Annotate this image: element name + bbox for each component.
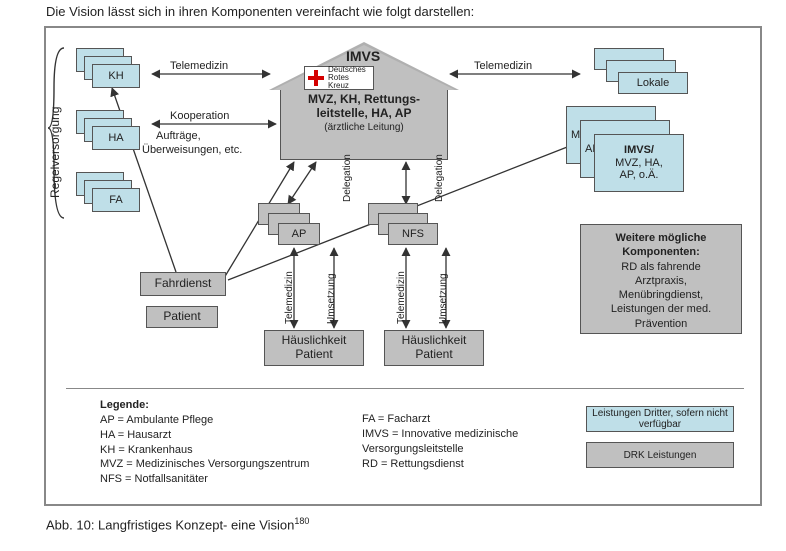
legend-c2-0: FA = Facharzt	[362, 413, 430, 425]
sidebox-l1: Arztpraxis,	[587, 274, 735, 288]
label-koop: Kooperation	[170, 110, 229, 122]
label-tm-a: Telemedizin	[284, 271, 295, 324]
sidebox-l0: RD als fahrende	[587, 260, 735, 274]
caption-sup: 180	[294, 516, 309, 526]
house-body: MVZ, KH, Rettungs- leitstelle, HA, AP (ä…	[280, 90, 448, 160]
haus-patient-a: Häuslichkeit Patient	[264, 330, 364, 366]
label-tele-right: Telemedizin	[474, 60, 532, 72]
label-delegation-a: Delegation	[342, 154, 353, 202]
legend-title: Legende:	[100, 399, 149, 411]
left-brace-label: Regelversorgung	[48, 107, 62, 198]
legend-col1: Legende: AP = Ambulante Pflege HA = Haus…	[100, 398, 309, 487]
haus-patient-b: Häuslichkeit Patient	[384, 330, 484, 366]
haus-a-l1: Häuslichkeit	[282, 334, 347, 348]
drk-badge: Deutsches Rotes Kreuz	[304, 66, 374, 90]
label-delegation-b: Delegation	[434, 154, 445, 202]
sidebox-l4: Prävention	[587, 317, 735, 331]
figure-caption: Abb. 10: Langfristiges Konzept- eine Vis…	[46, 516, 309, 532]
fahrdienst-box: Fahrdienst	[140, 272, 226, 296]
legend-c2-1: IMVS = Innovative medizinische	[362, 428, 518, 440]
house-line1: MVZ, KH, Rettungs-	[281, 92, 447, 106]
legend-c1-4: NFS = Notfallsanitäter	[100, 473, 208, 485]
red-cross-icon	[308, 70, 324, 86]
stack-ha-layer: HA	[92, 126, 140, 150]
legend-c1-0: AP = Ambulante Pflege	[100, 414, 213, 426]
legend-c2-2: Versorgungsleitstelle	[362, 443, 464, 455]
intro-text: Die Vision lässt sich in ihren Komponent…	[46, 4, 474, 19]
legend-c1-1: HA = Hausarzt	[100, 429, 171, 441]
right-imvs-front: IMVS/MVZ, HA,AP, o.Ä.	[594, 134, 684, 192]
haus-a-l2: Patient	[282, 348, 347, 362]
legend-col2: FA = Facharzt IMVS = Innovative medizini…	[362, 412, 518, 471]
drk-l3: Kreuz	[328, 82, 366, 90]
legend-c2-3: RD = Rettungsdienst	[362, 458, 464, 470]
label-um-b: Umsetzung	[438, 273, 449, 324]
stack-lokale-layer: Lokale	[618, 72, 688, 94]
label-tele-left: Telemedizin	[170, 60, 228, 72]
house-line2: leitstelle, HA, AP	[281, 106, 447, 120]
label-auftraege2: Überweisungen, etc.	[142, 144, 242, 156]
stack-fa-layer: FA	[92, 188, 140, 212]
legend-swatch-gray: DRK Leistungen	[586, 442, 734, 468]
arrow-house-ap-deleg	[288, 162, 316, 204]
haus-b-l2: Patient	[402, 348, 467, 362]
caption-text: Abb. 10: Langfristiges Konzept- eine Vis…	[46, 517, 294, 532]
sidebox-title: Weitere mögliche Komponenten:	[587, 231, 735, 260]
legend-swatch-blue: Leistungen Dritter, sofern nicht verfügb…	[586, 406, 734, 432]
stack-ap-layer: AP	[278, 223, 320, 245]
house-sub: (ärztliche Leitung)	[281, 122, 447, 133]
label-um-a: Umsetzung	[326, 273, 337, 324]
haus-b-l1: Häuslichkeit	[402, 334, 467, 348]
sidebox-l2: Menübringdienst,	[587, 288, 735, 302]
stack-kh-layer: KH	[92, 64, 140, 88]
label-tm-b: Telemedizin	[396, 271, 407, 324]
house-title: IMVS	[346, 48, 380, 64]
sidebox-l3: Leistungen der med.	[587, 302, 735, 316]
stack-nfs-layer: NFS	[388, 223, 438, 245]
label-auftraege1: Aufträge,	[156, 130, 201, 142]
legend-c1-3: MVZ = Medizinisches Versorgungszentrum	[100, 458, 309, 470]
patient-left-box: Patient	[146, 306, 218, 328]
extra-components-box: Weitere mögliche Komponenten: RD als fah…	[580, 224, 742, 334]
legend-divider	[66, 388, 744, 389]
legend-c1-2: KH = Krankenhaus	[100, 444, 193, 456]
diagram-frame: Regelversorgung Telemedizin Kooperation …	[44, 26, 762, 506]
